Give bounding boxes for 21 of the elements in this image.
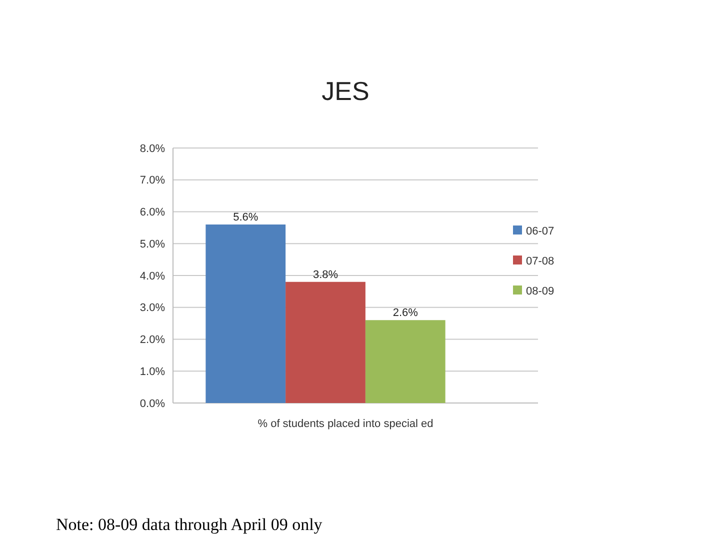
text: Note: 08-09 data through April 09 only [56, 515, 323, 534]
y-tick-label: 7.0% [140, 174, 166, 187]
y-tick-label: 4.0% [140, 270, 166, 282]
legend-label: 07-08 [526, 255, 554, 268]
y-tick-label: 8.0% [140, 142, 166, 155]
bar [286, 282, 366, 403]
chart-title: JES [322, 76, 370, 106]
y-tick-label: 0.0% [140, 398, 166, 410]
bar [206, 224, 286, 403]
bar [365, 320, 446, 403]
y-tick-label: 1.0% [140, 366, 166, 378]
data-label: 2.6% [392, 307, 418, 320]
y-tick-label: 2.0% [140, 334, 166, 346]
x-tick-label: % of students placed into special ed [258, 418, 434, 430]
data-label: 5.6% [233, 212, 258, 224]
legend-label: 08-09 [526, 285, 554, 298]
y-tick-label: 5.0% [140, 238, 166, 250]
y-tick-label: 3.0% [140, 302, 166, 314]
legend-label: 06-07 [526, 225, 554, 238]
data-label: 3.8% [312, 268, 338, 281]
y-tick-label: 6.0% [140, 206, 166, 219]
